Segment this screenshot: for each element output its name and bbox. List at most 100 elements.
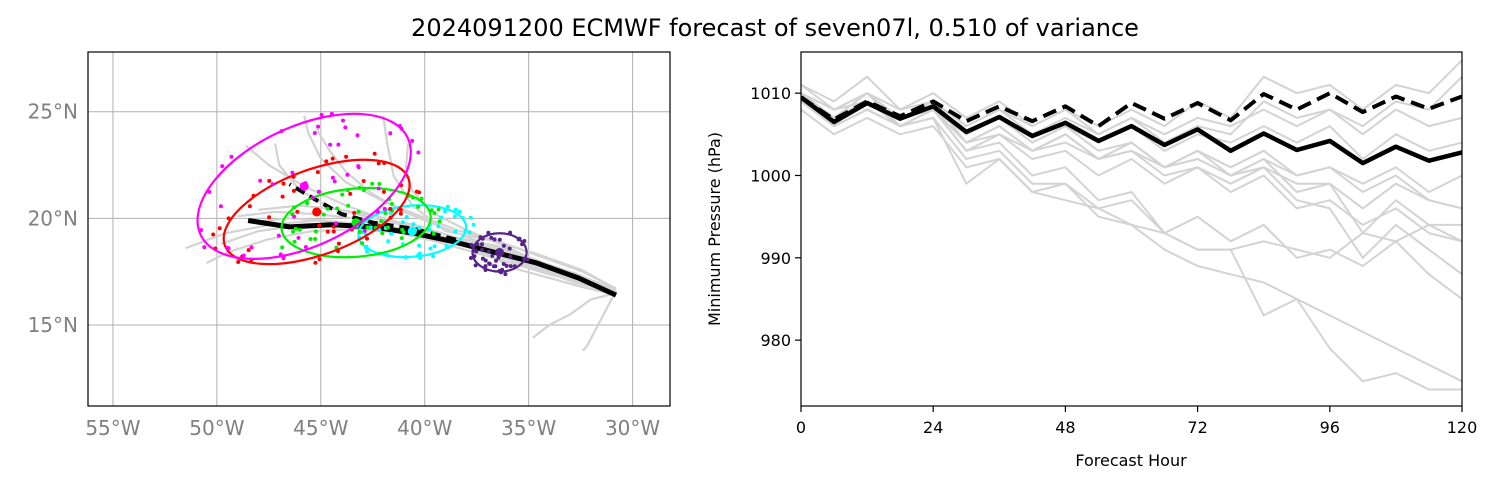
cluster-member-point: [330, 175, 335, 180]
cluster-member-point: [432, 211, 437, 216]
cluster-member-point: [469, 242, 474, 247]
cluster-member-point: [324, 159, 329, 164]
ensemble-member-line: [801, 108, 1462, 259]
cluster-member-point: [220, 164, 225, 169]
pressure-x-tick-label: 120: [1447, 418, 1478, 437]
cluster-member-point: [357, 230, 362, 234]
cluster-member-point: [368, 225, 373, 230]
cluster-member-point: [501, 262, 506, 266]
cluster-member-point: [360, 241, 365, 246]
ensemble-track: [532, 291, 617, 339]
cluster-member-point: [331, 224, 336, 229]
cluster-member-point: [313, 229, 318, 234]
cluster-member-point: [344, 154, 349, 159]
cluster-member-point: [217, 226, 222, 231]
cluster-member-point: [437, 219, 442, 224]
cluster-member-point: [334, 221, 339, 226]
map-lon-tick-label: 55°W: [85, 416, 140, 440]
cluster-member-point: [432, 244, 437, 249]
cluster-member-point: [410, 138, 415, 143]
cluster-member-point: [293, 226, 298, 231]
ensemble-member-line: [801, 84, 1462, 136]
cluster-member-point: [494, 258, 498, 263]
cluster-member-point: [218, 204, 223, 209]
cluster-member-point: [471, 222, 476, 227]
cluster-ellipse: [357, 204, 468, 259]
cluster-member-point: [280, 194, 285, 199]
cluster-member-point: [431, 231, 436, 236]
ensemble-member-line: [801, 100, 1462, 243]
cluster-member-point: [236, 260, 241, 264]
cluster-member-point: [316, 124, 321, 129]
cluster-member-point: [308, 237, 313, 241]
cluster-member-point: [486, 249, 491, 254]
pressure-x-tick-label: 24: [923, 418, 943, 437]
cluster-member-point: [280, 245, 285, 250]
cluster-member-point: [202, 245, 207, 250]
cluster-member-point: [246, 248, 251, 253]
cluster-member-point: [504, 263, 509, 268]
cluster-member-point: [291, 188, 296, 193]
cluster-member-point: [332, 179, 337, 184]
map-lon-tick-label: 40°W: [397, 416, 452, 440]
pressure-ylabel: Minimum Pressure (hPa): [705, 132, 724, 326]
cluster-member-point: [389, 231, 394, 236]
cluster-member-point: [291, 229, 295, 234]
cluster-member-point: [340, 192, 345, 197]
cluster-member-point: [290, 170, 295, 175]
pressure-x-tick-label: 48: [1055, 418, 1075, 437]
track-map-panel: 55°W 50°W 45°W 40°W 35°W 30°W 15°N 20°N 25°N: [28, 51, 671, 440]
ensemble-member-line: [801, 92, 1462, 383]
cluster-member-point: [508, 264, 513, 269]
cluster-member-point: [319, 112, 324, 117]
cluster-member-point: [417, 190, 422, 195]
ensemble-track: [303, 115, 617, 290]
ensemble-track: [581, 290, 617, 352]
cluster-member-point: [317, 189, 321, 194]
cluster-member-point: [445, 204, 450, 209]
cluster-member-point: [416, 204, 421, 209]
ensemble-mean-track: [247, 218, 618, 298]
cluster-member-point: [317, 257, 322, 262]
cluster-member-point: [292, 239, 297, 244]
cluster-member-point: [372, 151, 377, 156]
cluster-member-point: [501, 243, 506, 248]
pressure-xlabel: Forecast Hour: [1075, 451, 1187, 470]
cluster-ellipse: [280, 186, 432, 259]
cluster-member-point: [267, 178, 272, 183]
cluster-member-point: [439, 215, 444, 220]
pressure-x-tick-label: 72: [1187, 418, 1207, 437]
cluster-member-point: [335, 206, 340, 211]
map-grid: [88, 52, 670, 406]
cluster-member-point: [404, 215, 409, 219]
cluster-member-point: [436, 224, 441, 229]
cluster-member-point: [468, 215, 473, 220]
cluster-member-point: [492, 237, 497, 242]
map-content: [185, 111, 618, 352]
cluster-member-point: [276, 233, 281, 238]
cluster-member-point: [417, 243, 421, 248]
pressure-panel: 0 24 48 72 96 120 980 990 1000 1010 Forecast Hour…: [705, 51, 1478, 470]
cluster-member-point: [400, 220, 405, 225]
cluster-member-point: [416, 150, 421, 155]
map-lon-tick-label: 50°W: [189, 416, 244, 440]
cluster-member-point: [365, 236, 369, 241]
map-lat-tick-label: 20°N: [28, 206, 78, 230]
cluster-member-point: [328, 142, 333, 147]
cluster-member-point: [267, 215, 272, 220]
cluster-member-point: [379, 219, 384, 224]
cluster-member-point: [365, 249, 369, 254]
cluster-member-point: [503, 272, 508, 277]
cluster-member-point: [211, 232, 216, 237]
cluster-member-point: [388, 206, 393, 211]
pressure-y-tick-label: 990: [760, 249, 791, 268]
pressure-x-tick-label: 96: [1320, 418, 1340, 437]
cluster-member-point: [487, 261, 492, 266]
cluster-member-point: [346, 203, 351, 208]
pressure-y-tick-label: 980: [760, 331, 791, 350]
cluster-member-point: [295, 209, 300, 214]
cluster-member-point: [330, 156, 335, 161]
ensemble-track: [382, 115, 617, 290]
cluster-member-point: [241, 253, 246, 258]
